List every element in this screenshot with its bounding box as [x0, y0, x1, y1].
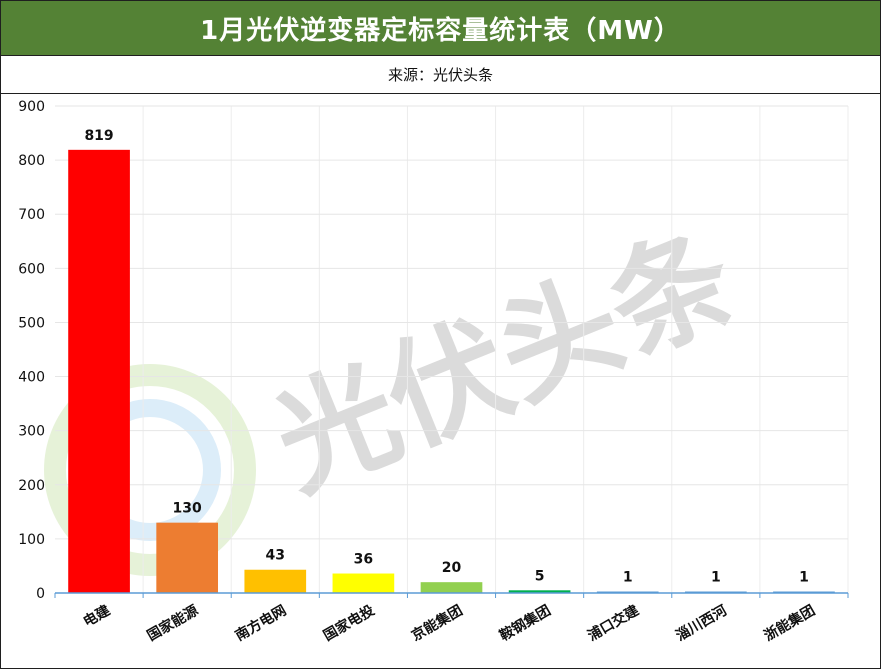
bars: [68, 149, 835, 593]
bar: [68, 149, 130, 593]
data-label: 36: [354, 552, 373, 568]
y-tick-label: 100: [18, 532, 45, 548]
bar: [420, 582, 483, 593]
chart-source: 来源：光伏头条: [1, 56, 880, 94]
bar: [156, 522, 219, 593]
watermark-logo-ring: [44, 364, 256, 576]
data-label: 130: [173, 501, 202, 517]
bar: [244, 569, 307, 593]
bar: [508, 590, 571, 593]
data-label: 1: [711, 570, 721, 586]
chart-title: 1月光伏逆变器定标容量统计表（MW）: [1, 1, 880, 56]
x-tick-label: 鞍钢集团: [497, 602, 554, 645]
y-tick-label: 800: [18, 153, 45, 169]
data-label: 43: [266, 548, 285, 564]
x-tick-label: 电建: [80, 602, 113, 631]
x-tick-label: 浦口交建: [585, 602, 642, 645]
data-label: 1: [623, 570, 633, 586]
x-tick-label: 京能集团: [409, 602, 466, 645]
y-tick-label: 400: [18, 370, 45, 386]
y-tick-label: 700: [18, 207, 45, 223]
data-labels: 819 130 43 36 20 5 1 1 1: [84, 128, 808, 586]
data-label: 5: [535, 568, 545, 584]
x-tick-label: 南方电网: [232, 602, 289, 645]
y-tick-label: 500: [18, 315, 45, 331]
x-tick-label: 淄川西河: [673, 602, 730, 645]
bar: [332, 573, 395, 593]
data-label: 20: [442, 560, 462, 576]
y-tick-label: 200: [18, 478, 45, 494]
x-axis: 电建 国家能源 南方电网 国家电投 京能集团 鞍钢集团 浦口交建 淄川西河 浙能集团: [54, 592, 849, 645]
y-tick-label: 300: [18, 424, 45, 440]
x-tick-label: 浙能集团: [761, 602, 818, 645]
x-tick-label: 国家电投: [320, 602, 377, 645]
y-tick-label: 900: [18, 99, 45, 115]
data-label: 819: [84, 128, 113, 144]
x-tick-label: 国家能源: [144, 602, 201, 645]
y-tick-label: 600: [18, 261, 45, 277]
data-label: 1: [799, 570, 809, 586]
watermark: 光伏头条: [44, 208, 753, 576]
watermark-text: 光伏头条: [256, 208, 753, 517]
y-tick-label: 0: [36, 586, 45, 602]
y-axis: 0 100 200 300 400 500 600 700 800 900: [18, 99, 45, 602]
